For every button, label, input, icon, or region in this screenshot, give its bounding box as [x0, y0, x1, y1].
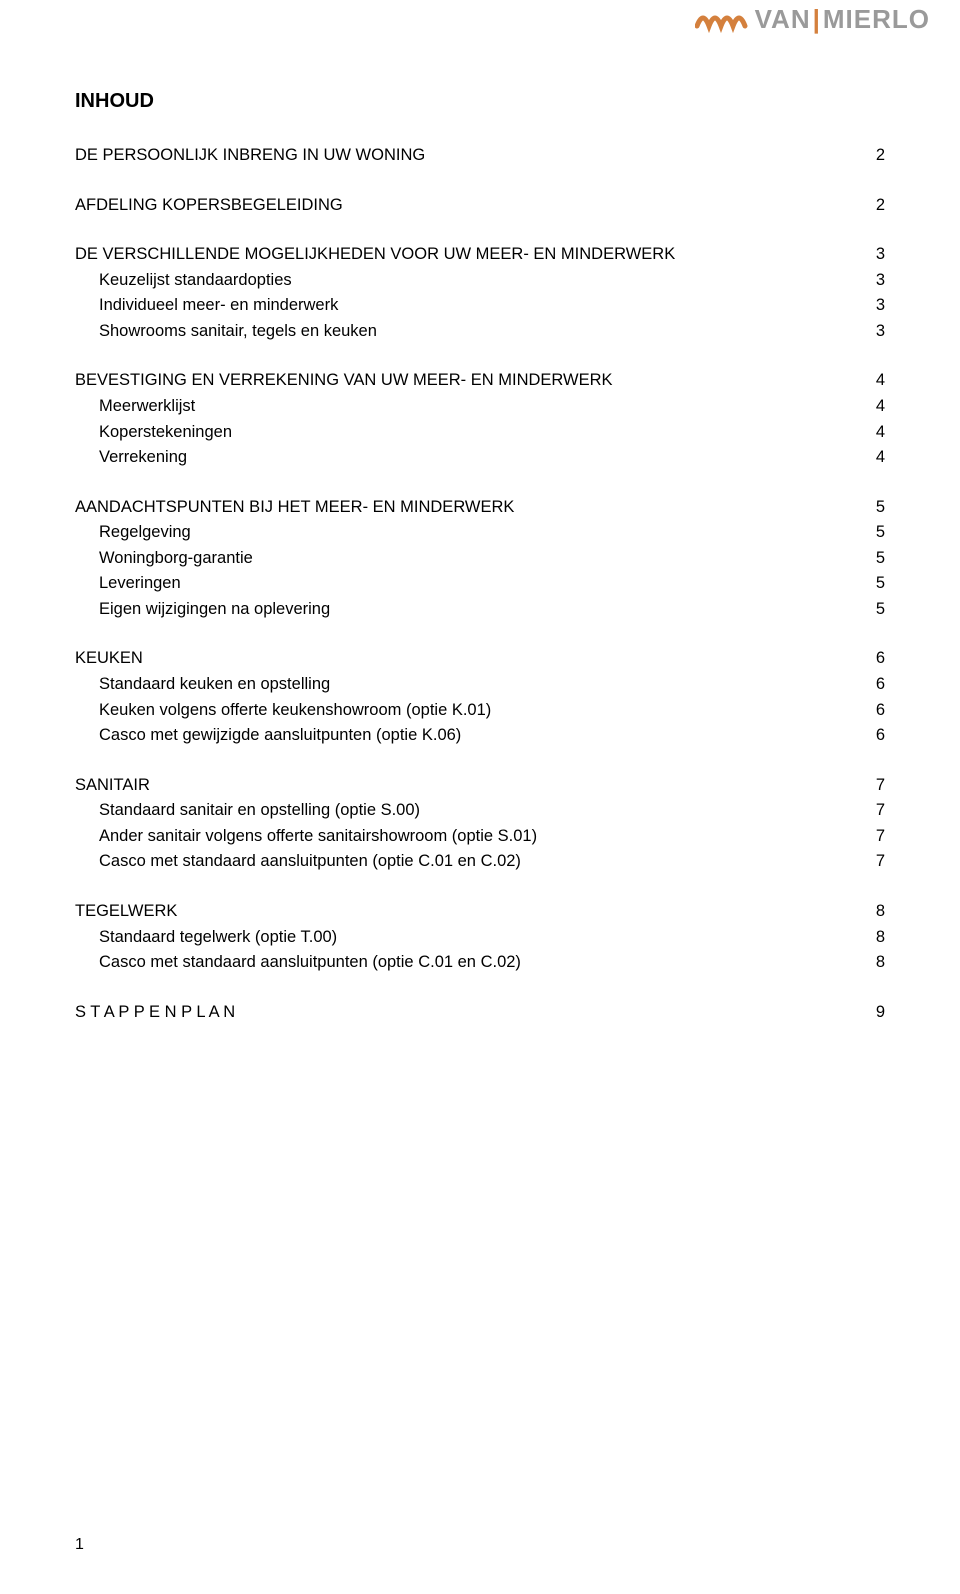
toc-entry-page: 5 [876, 495, 885, 521]
toc-spacer [75, 218, 885, 242]
toc-spacer [75, 344, 885, 368]
toc-entry-label: AFDELING KOPERSBEGELEIDING [75, 193, 343, 219]
toc-entry: Showrooms sanitair, tegels en keuken 3 [75, 319, 885, 345]
page-title: INHOUD [75, 90, 885, 113]
toc-entry: SANITAIR 7 [75, 773, 885, 799]
toc-entry-label: Eigen wijzigingen na oplevering [99, 597, 330, 623]
toc-entry-page: 4 [876, 420, 885, 446]
toc-entry-label: Casco met standaard aansluitpunten (opti… [99, 950, 521, 976]
toc-entry-page: 8 [876, 899, 885, 925]
page-number: 1 [75, 1536, 84, 1554]
toc-entry-label: Casco met standaard aansluitpunten (opti… [99, 849, 521, 875]
toc-entry: Keuzelijst standaardopties 3 [75, 268, 885, 294]
toc-spacer [75, 749, 885, 773]
wave-icon [695, 6, 749, 34]
toc-entry: Leveringen 5 [75, 571, 885, 597]
brand-divider: | [813, 4, 821, 34]
brand-text: VAN|MIERLO [755, 4, 930, 35]
brand-part2: MIERLO [823, 4, 930, 34]
toc-entry: Woningborg-garantie 5 [75, 546, 885, 572]
toc-entry-label: Standaard sanitair en opstelling (optie … [99, 798, 420, 824]
toc-entry-page: 9 [876, 1000, 885, 1026]
toc-entry-label: TEGELWERK [75, 899, 177, 925]
toc-entry-label: Woningborg-garantie [99, 546, 253, 572]
toc-entry-page: 4 [876, 445, 885, 471]
toc-entry: Verrekening 4 [75, 445, 885, 471]
toc-entry: KEUKEN 6 [75, 646, 885, 672]
toc-entry: AANDACHTSPUNTEN BIJ HET MEER- EN MINDERW… [75, 495, 885, 521]
toc-entry: Koperstekeningen 4 [75, 420, 885, 446]
table-of-contents: DE PERSOONLIJK INBRENG IN UW WONING 2AFD… [75, 143, 885, 1025]
toc-spacer [75, 622, 885, 646]
toc-entry-label: Keuzelijst standaardopties [99, 268, 292, 294]
toc-entry-page: 6 [876, 646, 885, 672]
toc-spacer [75, 875, 885, 899]
toc-entry-label: KEUKEN [75, 646, 143, 672]
toc-spacer [75, 976, 885, 1000]
toc-entry: Individueel meer- en minderwerk 3 [75, 293, 885, 319]
toc-entry-page: 8 [876, 925, 885, 951]
toc-entry-page: 5 [876, 520, 885, 546]
toc-entry: Standaard sanitair en opstelling (optie … [75, 798, 885, 824]
toc-entry: Keuken volgens offerte keukenshowroom (o… [75, 698, 885, 724]
toc-spacer [75, 471, 885, 495]
brand-logo: VAN|MIERLO [695, 4, 930, 35]
toc-entry-page: 3 [876, 268, 885, 294]
toc-entry-label: Leveringen [99, 571, 181, 597]
toc-entry: Eigen wijzigingen na oplevering 5 [75, 597, 885, 623]
toc-entry-page: 3 [876, 319, 885, 345]
toc-spacer [75, 169, 885, 193]
toc-entry-label: Verrekening [99, 445, 187, 471]
toc-entry: BEVESTIGING EN VERREKENING VAN UW MEER- … [75, 368, 885, 394]
toc-entry-page: 6 [876, 672, 885, 698]
toc-entry: S T A P P E N P L A N 9 [75, 1000, 885, 1026]
toc-entry-label: Standaard tegelwerk (optie T.00) [99, 925, 337, 951]
toc-entry-label: Casco met gewijzigde aansluitpunten (opt… [99, 723, 461, 749]
toc-entry-page: 5 [876, 546, 885, 572]
toc-entry-label: DE VERSCHILLENDE MOGELIJKHEDEN VOOR UW M… [75, 242, 675, 268]
toc-entry-label: BEVESTIGING EN VERREKENING VAN UW MEER- … [75, 368, 613, 394]
toc-entry-page: 8 [876, 950, 885, 976]
toc-entry: Standaard keuken en opstelling 6 [75, 672, 885, 698]
toc-entry-page: 7 [876, 798, 885, 824]
toc-entry: Casco met standaard aansluitpunten (opti… [75, 950, 885, 976]
toc-entry: AFDELING KOPERSBEGELEIDING 2 [75, 193, 885, 219]
toc-entry: Casco met gewijzigde aansluitpunten (opt… [75, 723, 885, 749]
toc-entry-page: 5 [876, 597, 885, 623]
toc-entry: DE PERSOONLIJK INBRENG IN UW WONING 2 [75, 143, 885, 169]
toc-entry-page: 7 [876, 849, 885, 875]
toc-entry: DE VERSCHILLENDE MOGELIJKHEDEN VOOR UW M… [75, 242, 885, 268]
toc-entry-page: 2 [876, 143, 885, 169]
toc-entry-label: Regelgeving [99, 520, 191, 546]
toc-entry: TEGELWERK 8 [75, 899, 885, 925]
toc-entry-label: S T A P P E N P L A N [75, 1000, 235, 1026]
toc-entry-label: Meerwerklijst [99, 394, 195, 420]
toc-entry-label: Standaard keuken en opstelling [99, 672, 330, 698]
toc-entry-page: 4 [876, 394, 885, 420]
toc-entry-label: DE PERSOONLIJK INBRENG IN UW WONING [75, 143, 425, 169]
toc-entry-label: Keuken volgens offerte keukenshowroom (o… [99, 698, 491, 724]
toc-entry-label: Ander sanitair volgens offerte sanitairs… [99, 824, 537, 850]
toc-entry: Regelgeving 5 [75, 520, 885, 546]
toc-entry-label: SANITAIR [75, 773, 150, 799]
toc-entry-label: Koperstekeningen [99, 420, 232, 446]
toc-entry-page: 6 [876, 723, 885, 749]
toc-entry-page: 6 [876, 698, 885, 724]
toc-entry: Meerwerklijst 4 [75, 394, 885, 420]
toc-entry-label: Showrooms sanitair, tegels en keuken [99, 319, 377, 345]
document-page: VAN|MIERLO INHOUD DE PERSOONLIJK INBRENG… [0, 0, 960, 1594]
toc-entry: Ander sanitair volgens offerte sanitairs… [75, 824, 885, 850]
toc-entry-page: 3 [876, 242, 885, 268]
toc-entry-page: 2 [876, 193, 885, 219]
toc-entry-page: 7 [876, 773, 885, 799]
toc-entry-label: AANDACHTSPUNTEN BIJ HET MEER- EN MINDERW… [75, 495, 514, 521]
toc-entry-page: 7 [876, 824, 885, 850]
toc-entry: Standaard tegelwerk (optie T.00) 8 [75, 925, 885, 951]
toc-entry-page: 5 [876, 571, 885, 597]
toc-entry: Casco met standaard aansluitpunten (opti… [75, 849, 885, 875]
toc-entry-page: 4 [876, 368, 885, 394]
toc-entry-label: Individueel meer- en minderwerk [99, 293, 338, 319]
toc-entry-page: 3 [876, 293, 885, 319]
brand-part1: VAN [755, 4, 811, 34]
